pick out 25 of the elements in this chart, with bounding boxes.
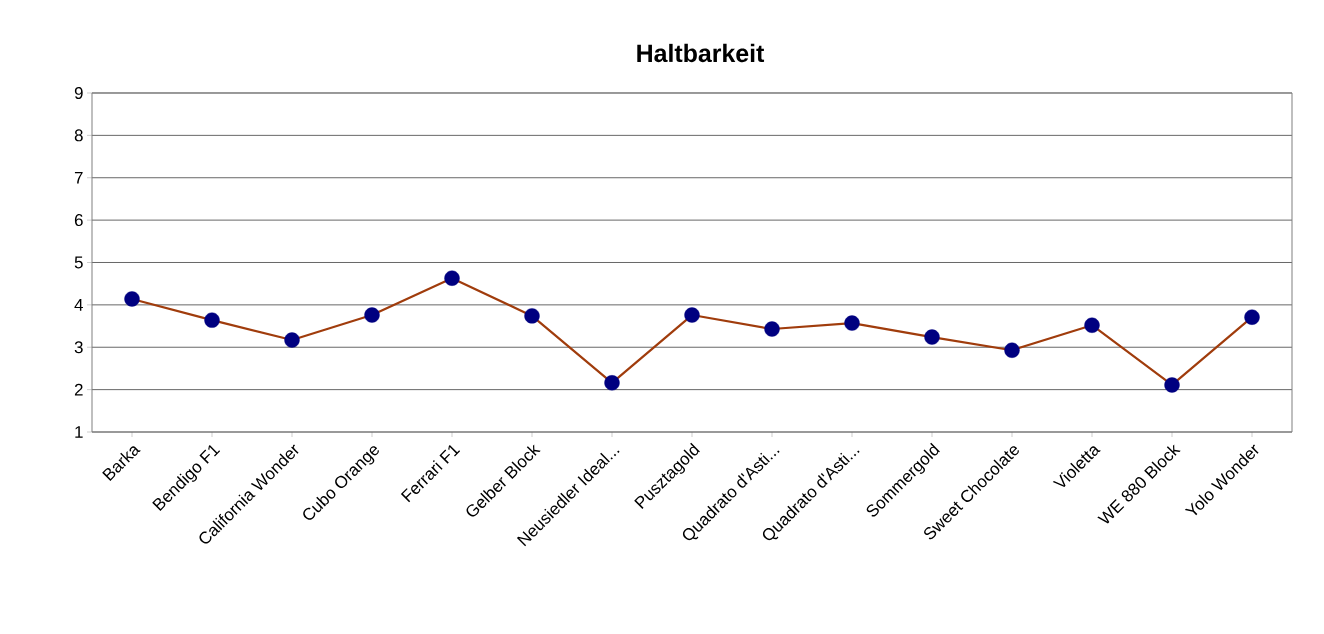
point (284, 332, 300, 348)
y-tick-label: 8 (74, 129, 83, 142)
point (1004, 342, 1020, 358)
point (1164, 377, 1180, 393)
point (524, 308, 540, 324)
y-tick-label: 4 (74, 299, 83, 311)
point (124, 291, 140, 307)
point (924, 329, 940, 345)
y-tick-label: 3 (74, 341, 83, 354)
point (604, 375, 620, 391)
y-tick-label: 7 (74, 171, 83, 184)
point (1244, 309, 1260, 325)
point (204, 312, 220, 328)
point (684, 307, 700, 323)
y-tick-label: 9 (74, 87, 83, 99)
y-tick-label: 5 (74, 256, 83, 269)
point (844, 315, 860, 331)
point (444, 270, 460, 286)
point (764, 321, 780, 337)
chart-title: Haltbarkeit (637, 43, 765, 63)
y-tick-label: 2 (74, 383, 83, 396)
point (1084, 317, 1100, 333)
y-tick-label: 6 (74, 214, 83, 227)
y-tick-label: 1 (75, 426, 83, 438)
point (364, 307, 380, 323)
